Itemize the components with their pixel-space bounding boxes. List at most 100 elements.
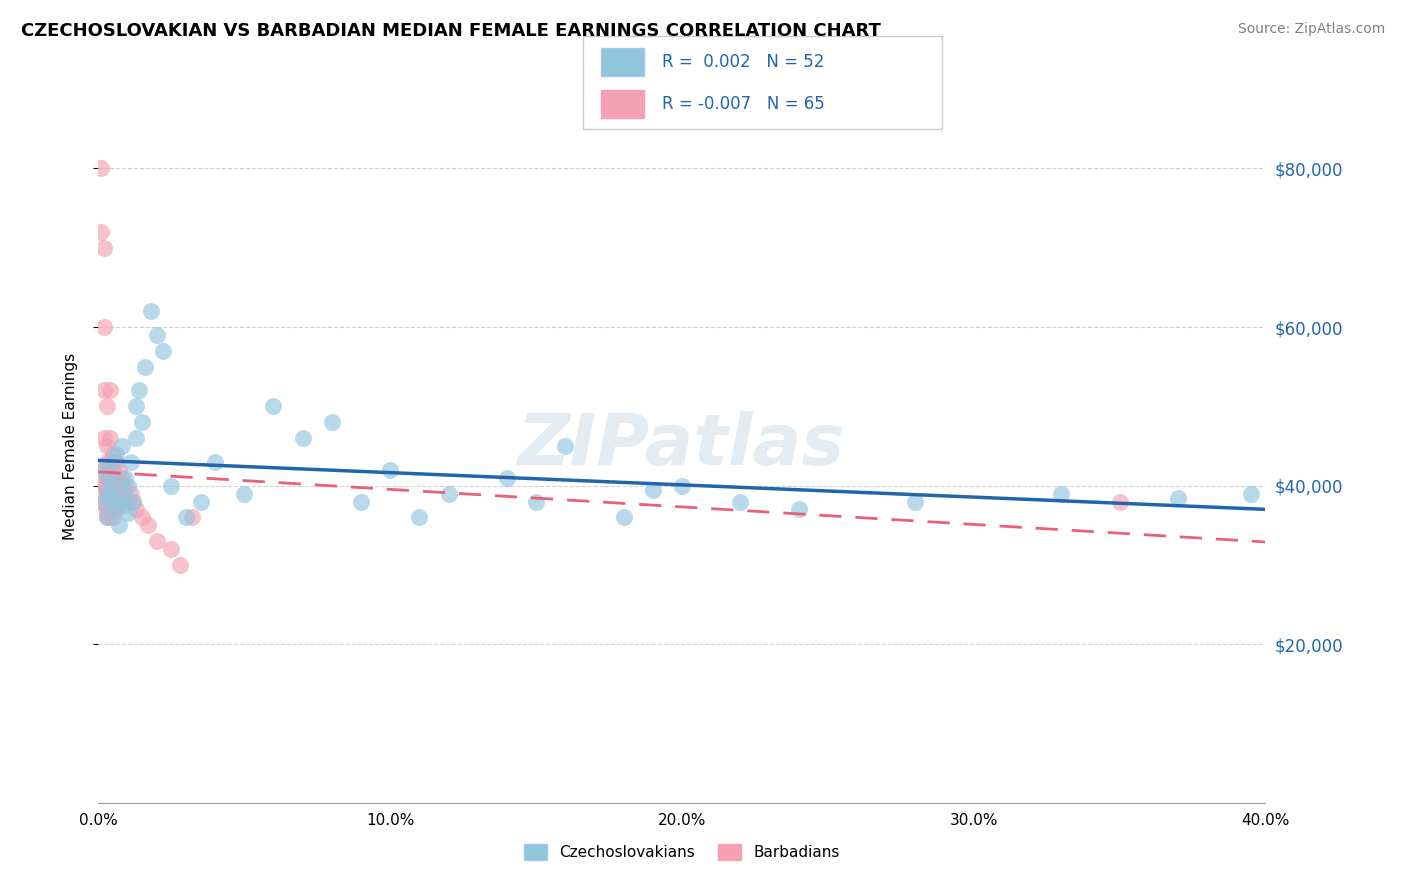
Point — [111, 471, 134, 485]
Point — [93, 241, 115, 255]
Point — [190, 494, 212, 508]
Point — [96, 400, 118, 414]
Point — [101, 502, 124, 516]
Point — [120, 455, 142, 469]
Point — [98, 471, 121, 485]
Legend: Czechoslovakians, Barbadians: Czechoslovakians, Barbadians — [519, 838, 845, 866]
Point — [122, 494, 145, 508]
Point — [98, 510, 121, 524]
Point — [104, 502, 127, 516]
Point — [128, 384, 150, 398]
Point — [125, 400, 148, 414]
Point — [93, 320, 115, 334]
Point — [93, 384, 115, 398]
Point — [111, 439, 134, 453]
Point — [104, 494, 127, 508]
Point — [1240, 486, 1263, 500]
Point — [104, 502, 127, 516]
Point — [114, 471, 136, 485]
Text: ZIPatlas: ZIPatlas — [519, 411, 845, 481]
Point — [101, 471, 124, 485]
Text: R =  0.002   N = 52: R = 0.002 N = 52 — [662, 53, 825, 70]
Point — [101, 499, 124, 513]
Point — [117, 494, 139, 508]
Point — [612, 510, 634, 524]
Point — [174, 510, 197, 524]
Text: R = -0.007   N = 65: R = -0.007 N = 65 — [662, 95, 825, 113]
Point — [96, 510, 118, 524]
Point — [98, 471, 121, 485]
Point — [108, 478, 131, 492]
Point — [98, 384, 121, 398]
Point — [96, 471, 118, 485]
Point — [437, 486, 460, 500]
Point — [96, 510, 118, 524]
Point — [114, 499, 136, 513]
Point — [98, 491, 121, 505]
Point — [90, 463, 112, 477]
Text: CZECHOSLOVAKIAN VS BARBADIAN MEDIAN FEMALE EARNINGS CORRELATION CHART: CZECHOSLOVAKIAN VS BARBADIAN MEDIAN FEMA… — [21, 22, 882, 40]
Point — [111, 478, 134, 492]
Point — [146, 534, 169, 549]
Point — [350, 494, 373, 508]
Point — [96, 494, 118, 508]
Point — [90, 478, 112, 492]
Point — [104, 447, 127, 461]
Point — [114, 478, 136, 492]
Point — [98, 494, 121, 508]
Point — [160, 542, 183, 557]
Point — [169, 558, 191, 572]
Point — [291, 431, 314, 445]
Point — [98, 431, 121, 445]
Point — [96, 499, 118, 513]
Point — [104, 478, 127, 492]
Point — [262, 400, 284, 414]
Point — [136, 518, 159, 533]
Point — [101, 510, 124, 524]
Point — [104, 471, 127, 485]
Point — [101, 455, 124, 469]
Point — [96, 486, 118, 500]
Point — [134, 359, 156, 374]
Point — [108, 494, 131, 508]
Point — [125, 431, 148, 445]
Point — [101, 478, 124, 492]
FancyBboxPatch shape — [583, 36, 942, 129]
Point — [204, 455, 226, 469]
Point — [117, 478, 139, 492]
Point — [233, 486, 256, 500]
Point — [139, 304, 162, 318]
Point — [90, 494, 112, 508]
Point — [101, 447, 124, 461]
Point — [496, 471, 519, 485]
Point — [108, 518, 131, 533]
Point — [98, 455, 121, 469]
Point — [98, 491, 121, 505]
Point — [96, 439, 118, 453]
Point — [93, 478, 115, 492]
Point — [101, 494, 124, 508]
Point — [96, 502, 118, 516]
Point — [101, 478, 124, 492]
Point — [554, 439, 576, 453]
Point — [160, 478, 183, 492]
Point — [131, 415, 153, 429]
Point — [104, 486, 127, 500]
Point — [108, 463, 131, 477]
Point — [125, 502, 148, 516]
FancyBboxPatch shape — [602, 48, 644, 76]
Point — [104, 455, 127, 469]
Point — [90, 225, 112, 239]
Point — [131, 510, 153, 524]
Point — [96, 455, 118, 469]
Point — [641, 483, 664, 497]
Point — [101, 463, 124, 477]
Point — [117, 507, 139, 521]
Point — [120, 486, 142, 500]
Point — [98, 502, 121, 516]
Point — [96, 507, 118, 521]
Y-axis label: Median Female Earnings: Median Female Earnings — [63, 352, 77, 540]
Point — [904, 494, 927, 508]
Point — [1050, 486, 1073, 500]
Point — [1167, 491, 1189, 505]
